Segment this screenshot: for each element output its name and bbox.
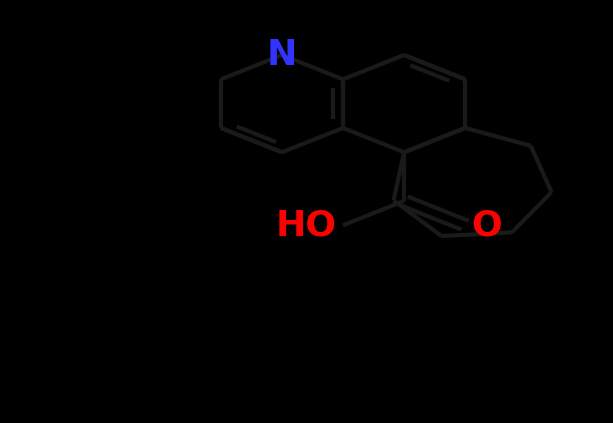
Text: N: N — [267, 38, 297, 72]
Text: HO: HO — [276, 208, 337, 242]
Text: O: O — [471, 208, 502, 242]
